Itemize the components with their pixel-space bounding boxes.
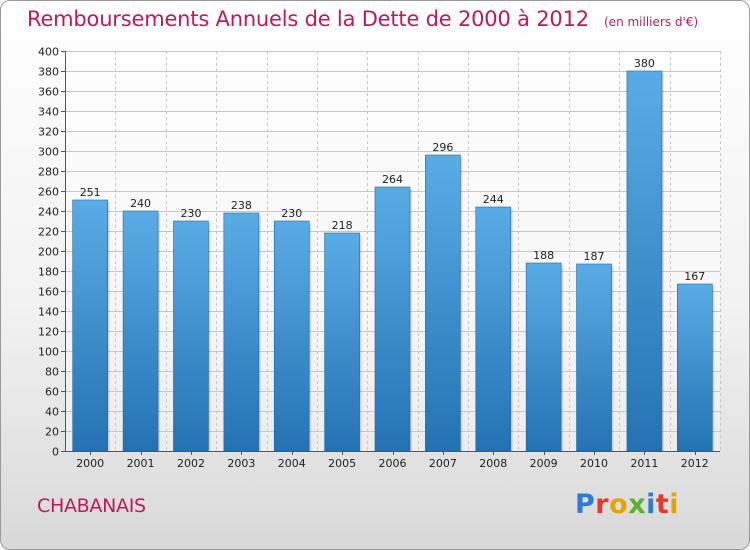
bar-2005 bbox=[324, 232, 360, 452]
logo-letter: o bbox=[609, 489, 629, 520]
logo-letter: P bbox=[575, 489, 596, 520]
y-tick-label: 140 bbox=[38, 306, 59, 319]
proxiti-logo: Proxiti bbox=[575, 489, 679, 520]
logo-letter: i bbox=[646, 489, 656, 520]
y-tick-label: 360 bbox=[38, 86, 59, 99]
x-tick-label: 2009 bbox=[530, 457, 558, 470]
title-row: Remboursements Annuels de la Dette de 20… bbox=[27, 7, 698, 31]
x-tick-label: 2006 bbox=[379, 457, 407, 470]
y-tick-label: 100 bbox=[38, 346, 59, 359]
y-tick-label: 80 bbox=[45, 366, 59, 379]
x-tick-label: 2008 bbox=[479, 457, 507, 470]
bar-value-label: 264 bbox=[382, 173, 403, 186]
y-tick-label: 180 bbox=[38, 266, 59, 279]
y-tick-label: 200 bbox=[38, 246, 59, 259]
x-tick-label: 2001 bbox=[127, 457, 155, 470]
y-tick-label: 220 bbox=[38, 226, 59, 239]
bar-2003 bbox=[223, 212, 260, 452]
chart-title: Remboursements Annuels de la Dette de 20… bbox=[27, 7, 589, 31]
bar-value-label: 230 bbox=[281, 207, 302, 220]
bars: 251 240 230 238 230 218 264 296 244 188 187 380 167 bbox=[72, 57, 715, 452]
bar-value-label: 296 bbox=[432, 141, 453, 154]
commune-name: CHABANAIS bbox=[37, 495, 146, 517]
bar-value-label: 187 bbox=[584, 250, 605, 263]
y-tick-label: 40 bbox=[45, 406, 59, 419]
y-tick-label: 300 bbox=[38, 146, 59, 159]
bar-value-label: 380 bbox=[634, 57, 655, 70]
x-tick-label: 2007 bbox=[429, 457, 457, 470]
logo-letter: i bbox=[669, 489, 680, 520]
bar-2006 bbox=[374, 186, 411, 452]
bar-value-label: 188 bbox=[533, 249, 554, 262]
bar-2001 bbox=[122, 210, 159, 452]
bar-value-label: 238 bbox=[231, 199, 252, 212]
x-tick-label: 2012 bbox=[681, 457, 709, 470]
y-tick-label: 380 bbox=[38, 66, 59, 79]
x-tick-label: 2003 bbox=[227, 457, 255, 470]
x-tick-label: 2002 bbox=[177, 457, 205, 470]
bar-2007 bbox=[425, 154, 461, 452]
bar-2010 bbox=[576, 263, 612, 452]
axes: 0 20 40 60 80 100 120 140 160 180 200 220 240 260 280 3… bbox=[38, 46, 720, 470]
bar-value-label: 218 bbox=[332, 219, 353, 232]
bar-2011 bbox=[626, 70, 663, 452]
bar-value-label: 230 bbox=[180, 207, 201, 220]
bar-2012 bbox=[677, 283, 713, 452]
bar-value-label: 240 bbox=[130, 197, 151, 210]
logo-letter: x bbox=[628, 489, 647, 520]
x-tick-label: 2004 bbox=[278, 457, 306, 470]
bar-2004 bbox=[273, 220, 310, 452]
logo-letter: r bbox=[595, 489, 610, 520]
x-tick-label: 2010 bbox=[580, 457, 608, 470]
x-tick-label: 2005 bbox=[328, 457, 356, 470]
bar-2000 bbox=[72, 199, 108, 452]
y-tick-label: 400 bbox=[38, 46, 59, 59]
y-tick-label: 120 bbox=[38, 326, 59, 339]
logo-letter: t bbox=[655, 489, 670, 520]
bar-2008 bbox=[475, 206, 512, 452]
bar-value-label: 167 bbox=[684, 270, 705, 283]
bar-value-label: 244 bbox=[483, 193, 504, 206]
y-tick-label: 20 bbox=[45, 426, 59, 439]
bar-2009 bbox=[525, 262, 562, 452]
x-tick-label: 2011 bbox=[630, 457, 658, 470]
y-tick-label: 60 bbox=[45, 386, 59, 399]
chart-subtitle: (en milliers d'€) bbox=[604, 15, 699, 29]
y-tick-label: 240 bbox=[38, 206, 59, 219]
y-tick-label: 160 bbox=[38, 286, 59, 299]
x-tick-label: 2000 bbox=[76, 457, 104, 470]
y-tick-label: 340 bbox=[38, 106, 59, 119]
bar-value-label: 251 bbox=[80, 186, 101, 199]
y-tick-label: 260 bbox=[38, 186, 59, 199]
bar-2002 bbox=[173, 220, 209, 452]
y-tick-label: 320 bbox=[38, 126, 59, 139]
y-tick-label: 280 bbox=[38, 166, 59, 179]
y-tick-label: 0 bbox=[52, 446, 59, 459]
